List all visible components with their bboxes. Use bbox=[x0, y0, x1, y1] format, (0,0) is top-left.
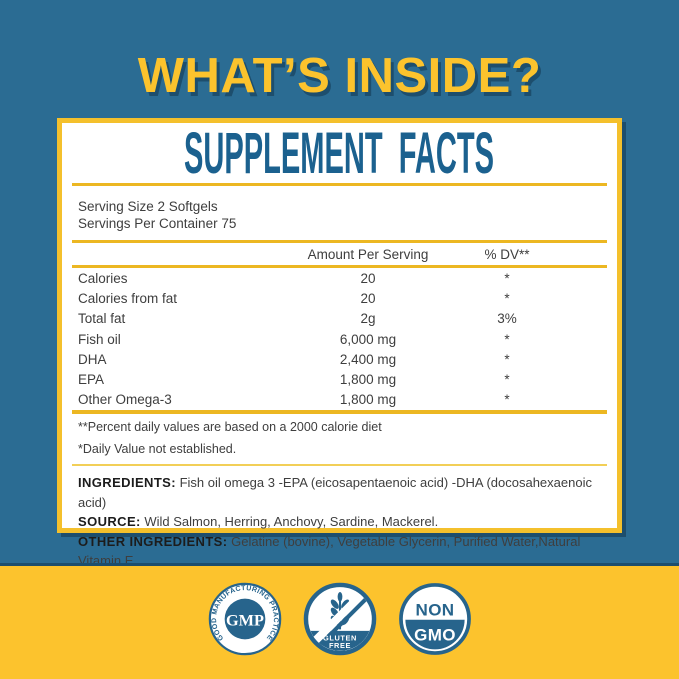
nutrient-row: Calories from fat 20 * bbox=[62, 288, 617, 308]
nutrient-dv: * bbox=[504, 392, 510, 408]
serving-info: Serving Size 2 Softgels Servings Per Con… bbox=[62, 186, 617, 232]
divider bbox=[72, 410, 607, 415]
ingredients-list: INGREDIENTS: Fish oil omega 3 -EPA (eico… bbox=[62, 466, 617, 571]
nutrient-label: Calories bbox=[78, 270, 128, 286]
serving-size: Serving Size 2 Softgels bbox=[78, 199, 218, 214]
column-header-amount: Amount Per Serving bbox=[307, 246, 429, 262]
ingredient-line: INGREDIENTS: Fish oil omega 3 -EPA (eico… bbox=[78, 473, 601, 512]
nutrient-label: Calories from fat bbox=[78, 290, 178, 306]
nutrient-amount: 2,400 mg bbox=[339, 351, 397, 367]
gmp-inner-circle bbox=[224, 598, 265, 640]
nutrient-label: Total fat bbox=[78, 311, 126, 327]
divider bbox=[72, 265, 607, 268]
non-gmo-line1: NON bbox=[415, 600, 454, 619]
card-title-text: SUPPLEMENT FACTS bbox=[184, 126, 494, 180]
ingredient-line-label: OTHER INGREDIENTS: bbox=[78, 533, 228, 549]
footnote-percent-dv: **Percent daily values are based on a 20… bbox=[78, 420, 382, 435]
nutrient-label: EPA bbox=[78, 372, 105, 388]
supplement-facts-card: SUPPLEMENT FACTS Serving Size 2 Softgels… bbox=[57, 118, 622, 568]
headline: WHAT’S INSIDE? bbox=[0, 34, 679, 118]
gluten-free-badge-icon: GLUTEN FREE bbox=[303, 582, 376, 656]
gmp-center-text: GMP bbox=[226, 610, 264, 629]
nutrient-amount: 20 bbox=[360, 270, 376, 286]
nutrient-row: Other Omega-3 1,800 mg * bbox=[62, 390, 617, 410]
gluten-free-line2: FREE bbox=[328, 641, 350, 650]
ingredient-line-label: SOURCE: bbox=[78, 514, 141, 530]
ingredient-line: SOURCE: Wild Salmon, Herring, Anchovy, S… bbox=[78, 512, 601, 532]
bottom-band: GOOD MANUFACTURING PRACTICE GMP bbox=[0, 563, 679, 679]
nutrient-dv: * bbox=[504, 331, 510, 347]
nutrient-dv: * bbox=[504, 270, 510, 286]
non-gmo-badge-icon: NON GMO bbox=[398, 583, 471, 655]
footnotes: **Percent daily values are based on a 20… bbox=[62, 414, 617, 456]
nutrient-row: Calories 20 * bbox=[62, 268, 617, 288]
nutrient-row: Total fat 2g 3% bbox=[62, 309, 617, 329]
nutrient-dv: * bbox=[504, 351, 510, 367]
headline-text: WHAT’S INSIDE? bbox=[137, 49, 542, 103]
no-slash-icon bbox=[315, 593, 371, 649]
nutrient-amount: 1,800 mg bbox=[339, 392, 397, 408]
ingredient-line-value: Wild Salmon, Herring, Anchovy, Sardine, … bbox=[140, 514, 439, 530]
divider bbox=[72, 464, 607, 467]
divider bbox=[72, 183, 607, 186]
nutrient-row: Fish oil 6,000 mg * bbox=[62, 329, 617, 349]
footnote-dv-not-established: *Daily Value not established. bbox=[78, 442, 237, 457]
ingredient-line-value: Fish oil omega 3 -EPA (eicosapentaenoic … bbox=[78, 475, 592, 510]
servings-per-container: Servings Per Container 75 bbox=[78, 216, 237, 231]
nutrient-amount: 20 bbox=[360, 290, 376, 306]
nutrient-row: DHA 2,400 mg * bbox=[62, 349, 617, 369]
gluten-free-line1: GLUTEN bbox=[323, 633, 357, 642]
nutrient-amount: 6,000 mg bbox=[339, 331, 397, 347]
facts-rows: Calories 20 * Calories from fat 20 * Tot… bbox=[62, 268, 617, 410]
divider bbox=[72, 240, 607, 243]
gmp-badge-icon: GOOD MANUFACTURING PRACTICE GMP bbox=[208, 582, 281, 656]
nutrient-dv: * bbox=[504, 372, 510, 388]
nutrient-amount: 2g bbox=[360, 311, 376, 327]
card-title-svg: SUPPLEMENT FACTS bbox=[184, 126, 494, 180]
nutrient-row: EPA 1,800 mg * bbox=[62, 369, 617, 389]
column-header-row: Amount Per Serving % DV** bbox=[62, 243, 617, 265]
nutrient-dv: 3% bbox=[497, 311, 517, 327]
column-header-dv: % DV** bbox=[484, 246, 530, 262]
ingredient-line-label: INGREDIENTS: bbox=[78, 475, 176, 491]
nutrient-label: DHA bbox=[78, 351, 107, 367]
nutrient-amount: 1,800 mg bbox=[339, 372, 397, 388]
nutrient-label: Fish oil bbox=[78, 331, 121, 347]
card-title: SUPPLEMENT FACTS bbox=[62, 123, 617, 183]
nutrient-dv: * bbox=[504, 290, 510, 306]
nutrient-label: Other Omega-3 bbox=[78, 392, 172, 408]
non-gmo-line2: GMO bbox=[414, 625, 456, 644]
